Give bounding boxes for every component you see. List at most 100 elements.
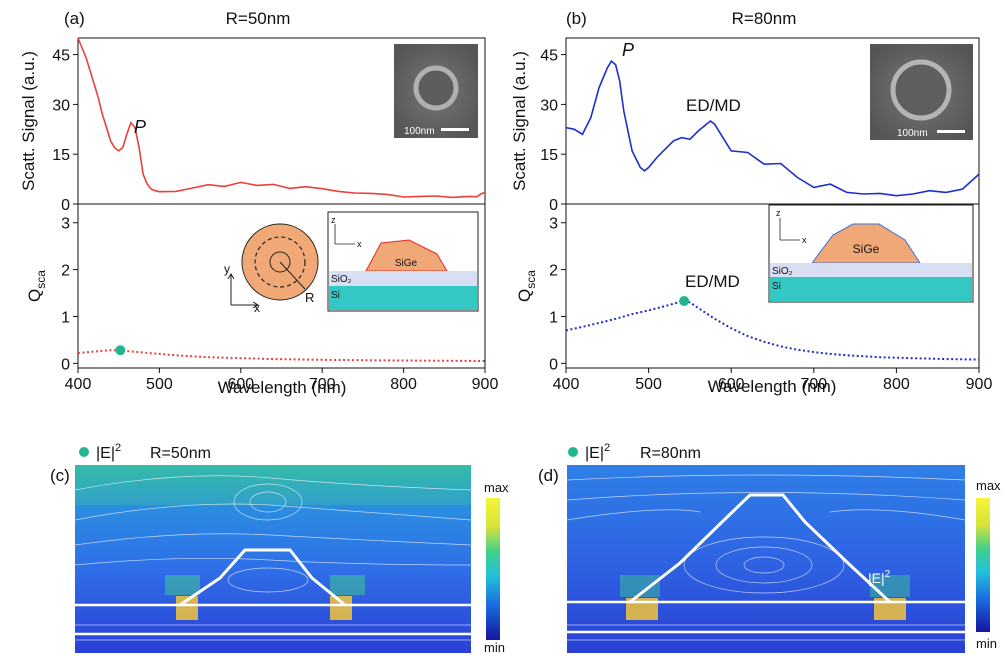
- inner-label-d: |E|2: [868, 569, 891, 586]
- xlabel-a: Wavelength (nm): [218, 378, 347, 397]
- legend-e-d: |E|: [585, 445, 604, 462]
- sem-particle-a: [413, 65, 459, 111]
- panel-label-b: (b): [566, 9, 587, 28]
- qsca-line-b: [565, 299, 980, 361]
- y-tick-label-bottom: 0: [61, 356, 70, 373]
- inner-label-e-d: |E|: [868, 570, 885, 586]
- peak-label-edmd-bottom: ED/MD: [685, 272, 740, 291]
- colorbar-c: [486, 498, 500, 640]
- x-tick-label: 900: [472, 376, 499, 393]
- y-tick-label-top: 15: [540, 147, 558, 164]
- x-tick-label: 700: [309, 376, 336, 393]
- qsca-q-a: Q: [25, 289, 44, 302]
- colorbar-min-d: min: [976, 636, 997, 651]
- panel-label-d: (d): [538, 466, 559, 485]
- colorbar-max-c: max: [484, 480, 509, 495]
- sio2-layer-b: [770, 263, 972, 277]
- hotspot-right-d: [874, 598, 906, 620]
- axis-y-label: y: [224, 262, 230, 276]
- side-axis-z-label-b: z: [776, 208, 781, 218]
- side-axis-x-label-b: x: [802, 235, 807, 245]
- radius-label: R: [305, 290, 314, 305]
- ylabel-top-a: Scatt. Signal (a.u.): [19, 51, 38, 191]
- legend-title-d: R=80nm: [640, 445, 701, 462]
- field-map-c-top-band: [75, 465, 471, 505]
- sige-label-b: SiGe: [853, 242, 880, 256]
- y-tick-label-bottom: 1: [549, 309, 558, 326]
- inner-label-sup-d: 2: [885, 569, 891, 580]
- panel-label-c: (c): [50, 466, 70, 485]
- legend-marker-c: [79, 447, 89, 457]
- colorbar-min-c: min: [484, 640, 505, 655]
- panel-label-a: (a): [64, 9, 85, 28]
- particle-core: [269, 251, 291, 273]
- axis-y-arrowhead: [227, 273, 235, 280]
- qsca-sub-b: sca: [524, 270, 538, 289]
- y-tick-label-bottom: 2: [549, 263, 558, 280]
- qsca-sub-a: sca: [34, 270, 48, 289]
- glow-left-d: [620, 575, 660, 597]
- hotspot-left-d: [626, 598, 658, 620]
- particle-radius-circle: [254, 236, 306, 288]
- peak-label-edmd-top: ED/MD: [686, 96, 741, 115]
- sem-scalebar-label-a: 100nm: [404, 126, 435, 137]
- axes-b: 400 500 600 700 800 900 0 15 30 45 0 1 2 3: [540, 48, 992, 393]
- axis-x-label: x: [254, 301, 260, 315]
- glow-left-c: [165, 575, 200, 595]
- side-axis-x-label-a: x: [357, 239, 362, 249]
- y-tick-label-top: 0: [61, 197, 70, 214]
- scatter-signal-line-b: [565, 60, 980, 197]
- x-tick-label: 500: [635, 376, 662, 393]
- xlabel-b: Wavelength (nm): [708, 377, 837, 396]
- plot-frame-b: [565, 37, 980, 369]
- streamlines-d: [566, 474, 966, 641]
- y-tick-label-top: 30: [52, 97, 70, 114]
- sio2-label-b: SiO₂: [772, 266, 793, 277]
- sio2-label-a: SiO₂: [331, 274, 352, 285]
- y-tick-label-top: 45: [540, 48, 558, 65]
- sem-particle-b: [890, 59, 952, 121]
- y-tick-label-bottom: 3: [61, 216, 70, 233]
- x-tick-label: 700: [800, 376, 827, 393]
- x-tick-label: 400: [65, 376, 92, 393]
- particle-outline-c: [179, 548, 346, 607]
- x-tick-label: 600: [718, 376, 745, 393]
- scatter-signal-line-a: [77, 37, 486, 199]
- legend-label-c: |E|2: [96, 442, 121, 462]
- radius-line: [279, 261, 306, 290]
- x-tick-label: 400: [553, 376, 580, 393]
- plot-frame-a: [77, 37, 486, 369]
- x-tick-label: 600: [227, 376, 254, 393]
- legend-label-d: |E|2: [585, 442, 610, 462]
- ylabel-bottom-b: Qsca: [515, 270, 538, 302]
- legend-title-c: R=50nm: [150, 445, 211, 462]
- qsca-marker-b: [679, 295, 690, 306]
- ylabel-bottom-a: Qsca: [25, 270, 48, 302]
- si-label-a: Si: [331, 290, 340, 301]
- panel-title-a: R=50nm: [226, 9, 291, 28]
- axis-x-arrowhead: [252, 301, 259, 309]
- streamlines-c: [74, 475, 472, 641]
- qsca-marker-a: [115, 345, 126, 356]
- sem-scalebar-a: [441, 128, 469, 131]
- x-tick-label: 500: [146, 376, 173, 393]
- hotspot-left-c: [176, 596, 198, 620]
- glow-right-c: [330, 575, 365, 595]
- sige-label-a: SiGe: [395, 258, 418, 269]
- sio2-layer-a: [329, 271, 477, 286]
- legend-sup-c: 2: [115, 442, 121, 454]
- y-tick-label-bottom: 2: [61, 263, 70, 280]
- si-substrate-b: [770, 277, 972, 301]
- y-tick-label-top: 0: [549, 197, 558, 214]
- si-label-b: Si: [772, 281, 781, 292]
- particle-outline-d: [629, 493, 892, 604]
- panel-title-b: R=80nm: [732, 9, 797, 28]
- ylabel-top-b: Scatt. Signal (a.u.): [510, 51, 529, 191]
- legend-e-c: |E|: [96, 445, 115, 462]
- qsca-q-b: Q: [515, 289, 534, 302]
- y-tick-label-bottom: 0: [549, 356, 558, 373]
- peak-label-p-a: P: [134, 117, 146, 137]
- sem-scalebar-b: [937, 130, 965, 133]
- axes-a: 400 500 600 700 800 900 0 15 30 45 0 1 2 3: [52, 48, 498, 393]
